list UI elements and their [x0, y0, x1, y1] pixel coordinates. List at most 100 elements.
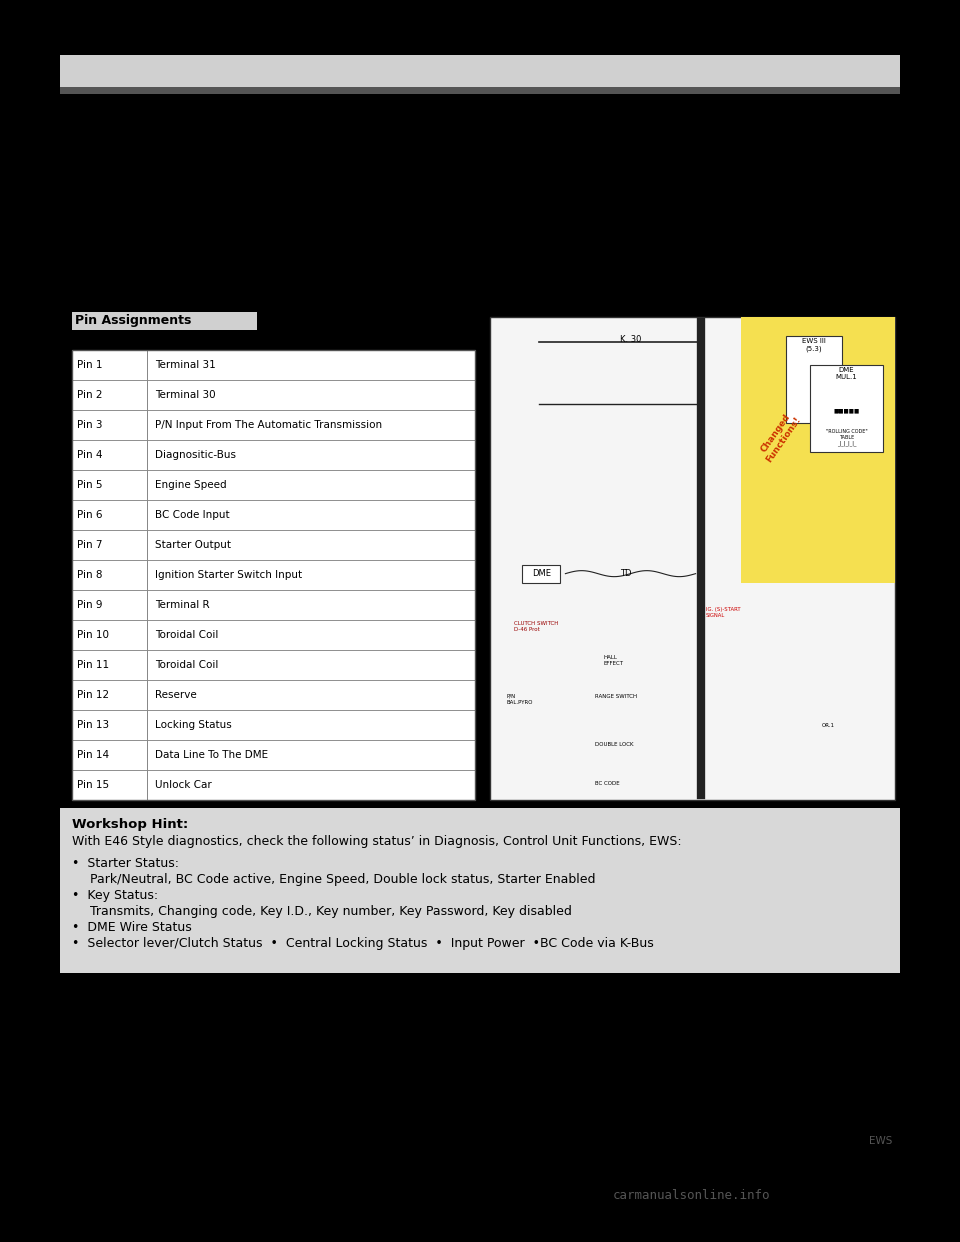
Text: Key Activation: Key Activation: [72, 168, 185, 183]
Bar: [60, 55, 900, 87]
Text: Toroidal Coil: Toroidal Coil: [155, 630, 218, 640]
Text: Keys that are lost or stolen may be deactivated or made to not operate the start: Keys that are lost or stolen may be deac…: [72, 190, 626, 202]
Text: 25: 25: [871, 1110, 892, 1128]
Text: essary. The alignment procedure only resets the code table to code #1 it does no: essary. The alignment procedure only res…: [72, 122, 638, 135]
Bar: [60, 809, 900, 972]
Text: Pin 1: Pin 1: [77, 360, 103, 370]
Bar: [72, 710, 475, 740]
Text: Locking Status: Locking Status: [155, 720, 231, 730]
Text: Pin 3: Pin 3: [77, 420, 103, 430]
Bar: [72, 770, 475, 800]
Bar: [147, 560, 148, 590]
Text: CLUTCH SWITCH
D-46 Prot: CLUTCH SWITCH D-46 Prot: [515, 621, 559, 632]
Bar: [147, 740, 148, 770]
Bar: [72, 380, 475, 410]
Text: DME: DME: [532, 569, 551, 578]
Text: Pin 13: Pin 13: [77, 720, 109, 730]
Text: •  Selector lever/Clutch Status  •  Central Locking Status  •  Input Power  •BC : • Selector lever/Clutch Status • Central…: [72, 936, 654, 950]
Text: DOUBLE LOCK: DOUBLE LOCK: [595, 741, 634, 746]
Text: With E46 Style diagnostics, check the following status’ in Diagnosis, Control Un: With E46 Style diagnostics, check the fo…: [72, 835, 682, 848]
Text: Pin Assignments: Pin Assignments: [75, 314, 191, 327]
Text: Transmits, Changing code, Key I.D., Key number, Key Password, Key disabled: Transmits, Changing code, Key I.D., Key …: [90, 905, 572, 918]
Text: P/N
BAL.PYRO: P/N BAL.PYRO: [506, 694, 533, 704]
Bar: [72, 620, 475, 650]
Bar: [72, 560, 475, 590]
Text: Unlock Car: Unlock Car: [155, 780, 212, 790]
Bar: [147, 620, 148, 650]
Bar: [72, 350, 475, 380]
Text: Pin 6: Pin 6: [77, 510, 103, 520]
Text: Pin 7: Pin 7: [77, 540, 103, 550]
Text: OR.1: OR.1: [822, 723, 835, 728]
Text: Workshop Hint:: Workshop Hint:: [72, 818, 188, 831]
Text: Pin 11: Pin 11: [77, 660, 109, 669]
Text: Pin 9: Pin 9: [77, 600, 103, 610]
Text: Pin 10: Pin 10: [77, 630, 109, 640]
Bar: [147, 770, 148, 800]
Text: DME
MUL.1: DME MUL.1: [835, 368, 857, 380]
Text: Reserve: Reserve: [155, 691, 197, 700]
Text: Park/Neutral, BC Code active, Engine Speed, Double lock status, Starter Enabled: Park/Neutral, BC Code active, Engine Spe…: [90, 873, 595, 886]
Bar: [72, 590, 475, 620]
Text: may be “Barred” except the key in the ignition at the time of deactivation. The : may be “Barred” except the key in the ig…: [72, 238, 653, 251]
Bar: [147, 710, 148, 740]
Text: •  Starter Status:: • Starter Status:: [72, 857, 179, 869]
Text: the “Rolling Code Table”.: the “Rolling Code Table”.: [72, 138, 228, 152]
Bar: [72, 530, 475, 560]
Bar: [785, 337, 842, 424]
Text: Pin 15: Pin 15: [77, 780, 109, 790]
Text: EWS III
(5.3): EWS III (5.3): [802, 338, 826, 351]
Bar: [490, 317, 895, 800]
Bar: [147, 440, 148, 469]
Bar: [72, 410, 475, 440]
Text: Engine Speed: Engine Speed: [155, 479, 227, 491]
Bar: [60, 87, 900, 94]
Bar: [147, 350, 148, 380]
Text: carmanualsonline.info: carmanualsonline.info: [612, 1190, 770, 1202]
Bar: [810, 365, 883, 452]
Text: BC CODE: BC CODE: [595, 781, 620, 786]
Bar: [741, 317, 895, 582]
Bar: [147, 681, 148, 710]
Bar: [147, 380, 148, 410]
Bar: [72, 740, 475, 770]
Text: HALL
EFFECT: HALL EFFECT: [604, 655, 623, 666]
Text: Pin 4: Pin 4: [77, 450, 103, 460]
Text: Terminal 31: Terminal 31: [155, 360, 216, 370]
Text: 8510130: 8510130: [272, 332, 327, 345]
Text: key can be identified by the identification of the remaining keys.: key can be identified by the identificat…: [72, 255, 477, 267]
Bar: [522, 565, 561, 582]
Text: Terminal 30: Terminal 30: [155, 390, 216, 400]
Bar: [147, 530, 148, 560]
Text: Terminal R: Terminal R: [155, 600, 209, 610]
Text: Ignition Starter Switch Input: Ignition Starter Switch Input: [155, 570, 302, 580]
Text: Changed
Functions!: Changed Functions!: [756, 409, 803, 465]
Text: •  DME Wire Status: • DME Wire Status: [72, 922, 192, 934]
Text: Pin 8: Pin 8: [77, 570, 103, 580]
Text: Pin 5: Pin 5: [77, 479, 103, 491]
Text: IG. (S)-START
SIGNAL: IG. (S)-START SIGNAL: [706, 607, 740, 617]
Text: Under  certain  condition “Alignment”  of  the  DME  and  EWS III  D  modules  m: Under certain condition “Alignment” of t…: [72, 106, 677, 119]
Bar: [72, 312, 257, 330]
Text: K. 30: K. 30: [619, 335, 641, 344]
Text: •  Key Status:: • Key Status:: [72, 889, 158, 902]
Text: “bar/release code” function that activates and deactivates keys of the EWS III D: “bar/release code” function that activat…: [72, 222, 636, 235]
Bar: [72, 650, 475, 681]
Text: P/N Input From The Automatic Transmission: P/N Input From The Automatic Transmissio…: [155, 420, 382, 430]
Text: tions.  The  SERVICE FUNCTIONS  of  the  DISplus  or  MoDic  for  EWS III  D  co: tions. The SERVICE FUNCTIONS of the DISp…: [72, 206, 617, 219]
Text: ■■■■■: ■■■■■: [833, 409, 859, 414]
Bar: [72, 469, 475, 501]
Bar: [147, 410, 148, 440]
Bar: [147, 650, 148, 681]
Bar: [72, 681, 475, 710]
Text: There is no limit to the number of times a key can be activated/deactivated.: There is no limit to the number of times…: [72, 284, 551, 297]
Text: Toroidal Coil: Toroidal Coil: [155, 660, 218, 669]
Bar: [147, 501, 148, 530]
Text: BC Code Input: BC Code Input: [155, 510, 229, 520]
Text: EWS: EWS: [869, 1136, 892, 1146]
Bar: [72, 501, 475, 530]
Bar: [147, 469, 148, 501]
Text: Starter Output: Starter Output: [155, 540, 231, 550]
Text: "ROLLING CODE"
TABLE
_|_|_|_|_: "ROLLING CODE" TABLE _|_|_|_|_: [826, 428, 867, 446]
Text: Diagnositic-Bus: Diagnositic-Bus: [155, 450, 236, 460]
